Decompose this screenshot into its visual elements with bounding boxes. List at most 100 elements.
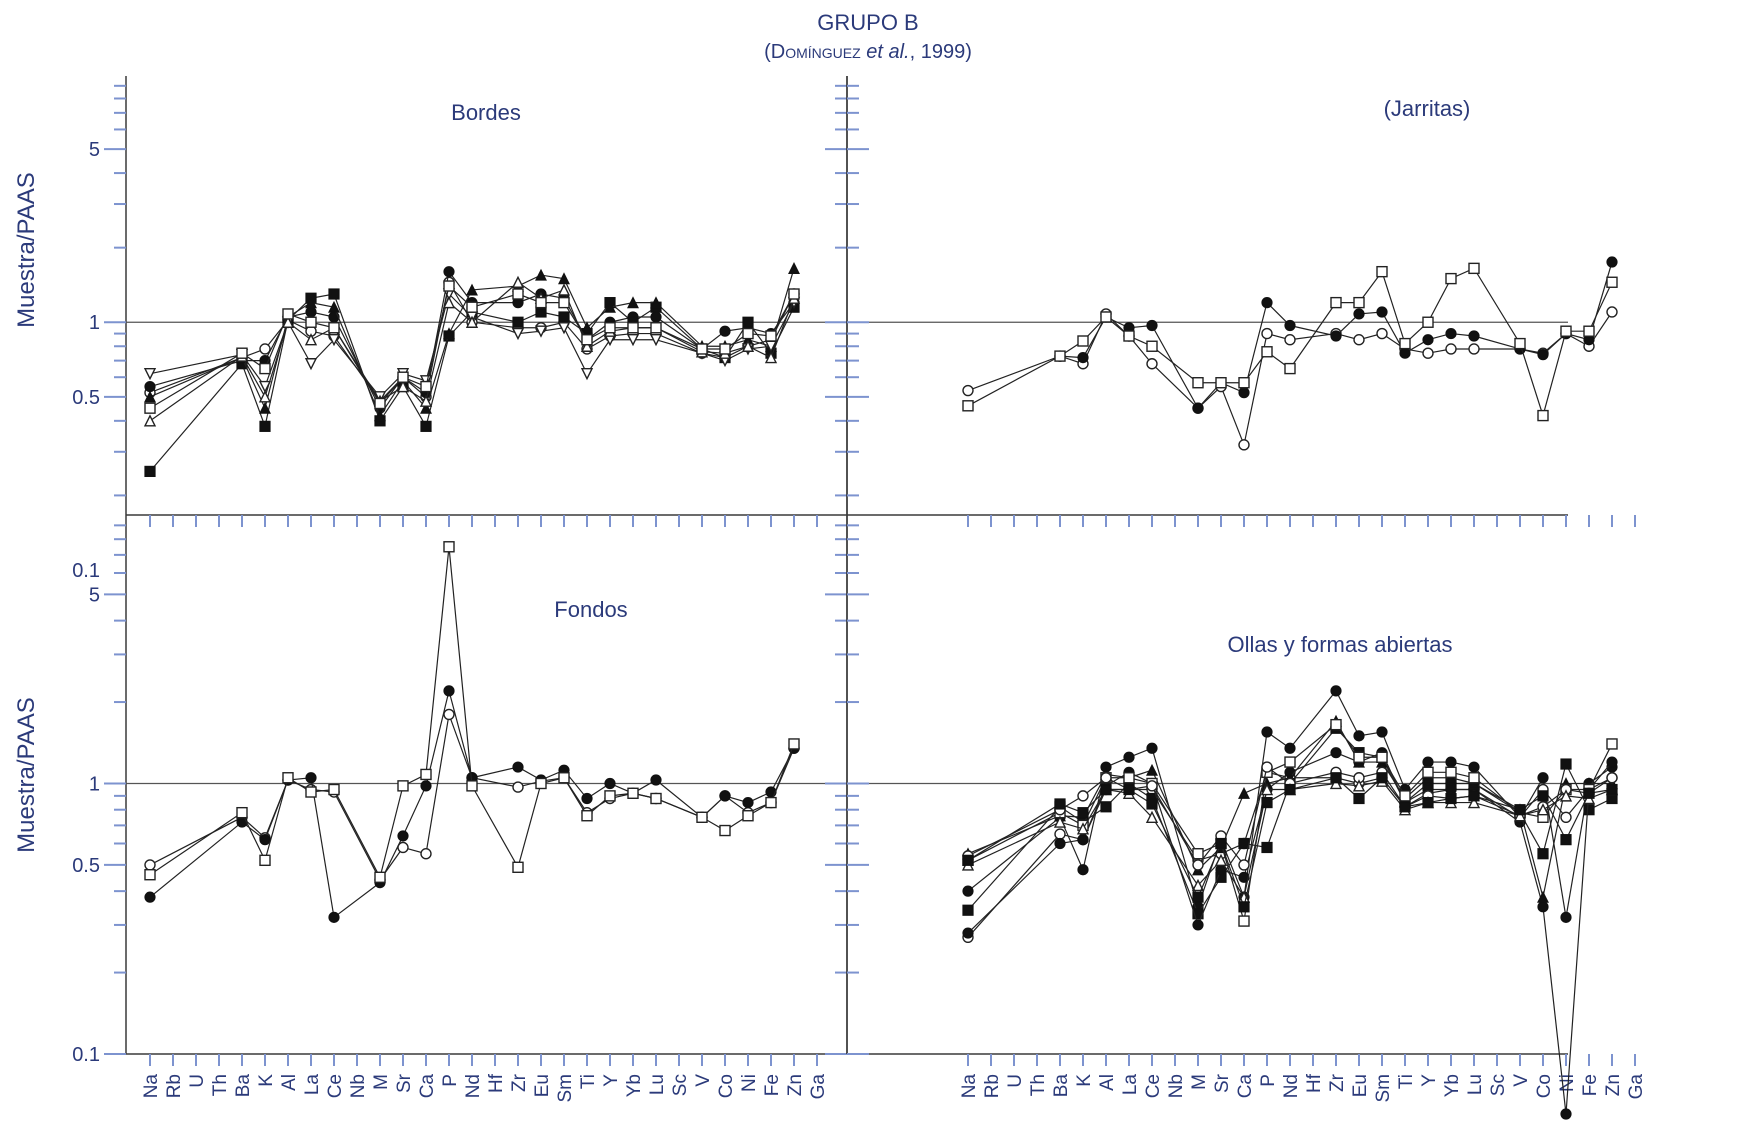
data-point-square — [512, 316, 524, 328]
x-tick-label: V — [1511, 1074, 1532, 1087]
data-point-circle — [1560, 811, 1572, 823]
data-point-square — [535, 306, 547, 318]
data-point-triangle-down — [419, 375, 433, 388]
data-point-square — [236, 806, 248, 819]
data-point-circle — [1353, 730, 1365, 742]
data-point-triangle-down — [511, 327, 525, 341]
data-point-circle — [765, 786, 777, 798]
data-point-square — [1606, 783, 1618, 796]
data-point-square — [144, 465, 156, 478]
data-point-square — [1054, 350, 1066, 362]
data-point-triangle-down — [649, 334, 663, 347]
data-point-circle — [1100, 772, 1112, 784]
data-point-square — [1537, 848, 1549, 860]
data-point-square — [259, 854, 271, 867]
data-point-circle — [1376, 306, 1388, 318]
data-point-triangle — [1468, 777, 1480, 790]
data-point-triangle-down — [534, 325, 548, 338]
data-point-square — [420, 380, 432, 393]
data-point-circle — [443, 685, 455, 697]
data-point-circle — [144, 891, 156, 903]
data-point-square — [581, 334, 593, 346]
data-point-square — [1376, 265, 1388, 278]
data-point-circle — [1261, 327, 1273, 340]
series-line — [149, 690, 795, 919]
data-point-square — [627, 322, 639, 334]
data-point-square — [535, 296, 547, 309]
x-tick-label: Nb — [348, 1074, 369, 1098]
data-point-square — [328, 783, 340, 796]
data-point-circle — [328, 911, 340, 923]
data-point-square — [1261, 346, 1273, 358]
data-point-triangle — [764, 351, 778, 364]
x-tick-label: K — [1074, 1074, 1095, 1087]
figure-title-line2: (Domínguez et al., 1999) — [764, 41, 972, 63]
y-tick-label: 0.1 — [72, 560, 100, 582]
data-point-square — [535, 777, 547, 790]
x-tick-label: Ga — [1626, 1074, 1647, 1100]
panel-bordes: 0.1 0.5 1 5 Muestra/PAAS Bordes — [13, 76, 847, 582]
data-point-square — [719, 824, 731, 837]
data-point-square — [1445, 792, 1457, 805]
data-point-circle — [650, 311, 662, 323]
data-point-circle — [1192, 919, 1204, 931]
data-point-triangle — [396, 380, 410, 393]
data-point-square — [144, 402, 156, 414]
data-point-square — [466, 301, 478, 313]
data-point-square — [1054, 798, 1066, 810]
data-point-circle — [420, 780, 432, 792]
data-point-square — [1376, 751, 1388, 763]
data-point-square — [788, 738, 800, 750]
data-point-square — [962, 400, 974, 412]
data-point-square — [1560, 325, 1572, 337]
x-tick-label: Co — [1534, 1074, 1555, 1098]
data-point-circle — [1146, 780, 1158, 792]
data-point-square — [742, 810, 754, 822]
title-paren-open: ( — [764, 41, 771, 63]
data-point-circle — [1261, 761, 1273, 773]
data-point-square — [144, 869, 156, 881]
data-point-triangle — [328, 300, 340, 313]
data-point-circle — [1606, 756, 1618, 768]
data-point-circle — [1146, 742, 1158, 754]
data-point-square — [1445, 766, 1457, 778]
data-point-circle — [1192, 859, 1204, 871]
title-etal: et al. — [861, 41, 910, 63]
data-point-square — [742, 316, 754, 328]
data-point-square — [1399, 801, 1411, 813]
x-tick-label: P — [440, 1074, 461, 1087]
series-line — [967, 311, 1613, 447]
data-point-square — [1215, 377, 1227, 389]
y-axis-label: Muestra/PAAS — [13, 697, 40, 853]
data-point-square — [259, 362, 271, 375]
series-6 — [144, 280, 800, 414]
data-point-circle — [1422, 334, 1434, 346]
data-point-square — [1192, 377, 1204, 389]
x-tick-label: Ti — [1396, 1074, 1417, 1089]
data-point-square — [1215, 837, 1227, 850]
data-point-triangle — [1214, 853, 1228, 867]
x-tick-label: Th — [1028, 1074, 1049, 1096]
x-tick-label: Sc — [1488, 1074, 1509, 1096]
data-point-triangle — [535, 268, 547, 281]
data-point-square — [1261, 796, 1273, 809]
data-point-square — [650, 322, 662, 334]
data-point-circle — [259, 343, 271, 355]
data-point-square — [1261, 841, 1273, 854]
data-point-circle — [1238, 859, 1250, 871]
data-point-triangle — [304, 333, 318, 346]
data-point-circle — [1560, 911, 1572, 923]
data-point-circle — [397, 830, 409, 842]
data-point-circle — [1077, 864, 1089, 876]
data-point-square — [1077, 807, 1089, 819]
data-point-circle — [1422, 347, 1434, 359]
data-point-circle — [1077, 351, 1089, 364]
data-point-square — [1238, 901, 1250, 913]
data-point-square — [1514, 804, 1526, 816]
x-tick-label: La — [302, 1074, 323, 1096]
data-point-triangle — [1559, 789, 1573, 802]
data-point-triangle-down — [327, 334, 341, 347]
panel-title: Fondos — [554, 597, 627, 622]
data-point-circle — [1537, 349, 1549, 361]
data-point-triangle — [1536, 803, 1550, 816]
